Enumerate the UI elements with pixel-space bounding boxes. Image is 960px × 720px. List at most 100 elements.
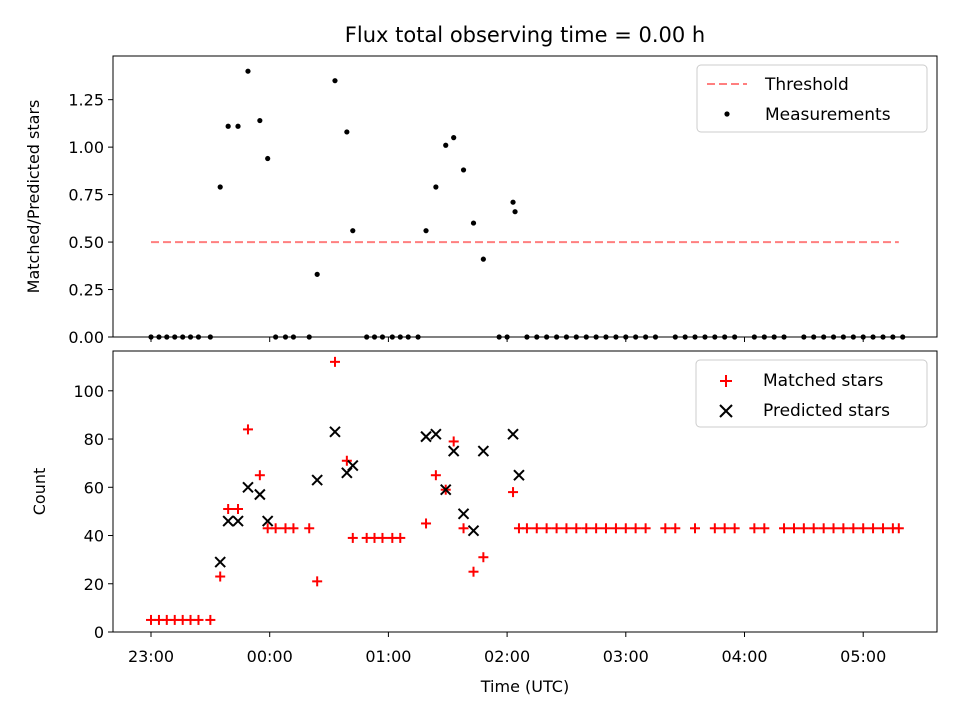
predicted-star-point bbox=[232, 515, 244, 527]
count-y-tick-label: 0 bbox=[94, 623, 104, 642]
matched-star-point bbox=[660, 523, 671, 534]
measurement-point bbox=[314, 271, 320, 277]
measurement-point bbox=[433, 184, 439, 190]
predicted-star-point bbox=[254, 488, 266, 501]
measurement-point bbox=[350, 228, 356, 234]
count-x-tick-label: 03:00 bbox=[603, 647, 649, 666]
matched-star-point bbox=[729, 523, 740, 534]
matched-star-point bbox=[531, 523, 542, 534]
predicted-star-point bbox=[447, 445, 460, 457]
matched-star-point bbox=[468, 566, 479, 577]
ratio-y-tick-label: 0.75 bbox=[68, 186, 104, 205]
count-x-tick-label: 04:00 bbox=[721, 647, 767, 666]
count-axes-frame bbox=[112, 350, 938, 633]
matched-star-point bbox=[312, 576, 323, 587]
ratio-legend: Threshold Measurements bbox=[696, 64, 928, 133]
matched-star-point bbox=[223, 503, 234, 514]
count-y-tick-label: 100 bbox=[73, 382, 104, 401]
matched-star-point bbox=[779, 523, 790, 534]
matched-star-point bbox=[242, 424, 253, 435]
measurement-point bbox=[451, 135, 457, 141]
count-panel: 0 20 40 60 80 100 23:00 00:00 01:00 02:00 03:00 04:… bbox=[30, 350, 938, 696]
matched-star-point bbox=[430, 470, 441, 481]
count-y-tick-label: 80 bbox=[84, 430, 104, 449]
matched-star-point bbox=[878, 523, 889, 534]
ratio-y-tick-label: 1.00 bbox=[68, 138, 104, 157]
matched-star-point bbox=[254, 470, 265, 481]
measurement-point bbox=[460, 167, 467, 173]
predicted-star-point bbox=[329, 426, 341, 438]
measurement-point bbox=[245, 68, 251, 74]
legend-measurement-label: Measurements bbox=[765, 105, 891, 125]
legend-threshold-label: Threshold bbox=[764, 75, 849, 95]
predicted-star-point bbox=[214, 556, 226, 568]
matched-star-point bbox=[329, 356, 340, 367]
count-y-tick-label: 60 bbox=[84, 478, 104, 497]
measurement-point bbox=[235, 123, 241, 129]
measurement-point bbox=[344, 129, 350, 135]
matched-star-point bbox=[571, 523, 582, 534]
count-legend-box bbox=[695, 359, 928, 428]
predicted-star-point bbox=[513, 469, 525, 481]
matched-star-point bbox=[670, 523, 681, 534]
predicted-star-point bbox=[311, 474, 323, 486]
predicted-star-point bbox=[261, 515, 274, 527]
predicted-star-point bbox=[222, 515, 234, 527]
matched-star-point bbox=[395, 532, 406, 543]
legend-measurement-swatch bbox=[724, 111, 730, 117]
matched-star-point bbox=[690, 523, 701, 534]
count-x-tick-label: 00:00 bbox=[247, 647, 293, 666]
legend-matched-swatch bbox=[720, 375, 732, 387]
matched-star-point bbox=[719, 523, 730, 534]
predicted-star-point bbox=[347, 459, 359, 472]
matched-star-point bbox=[858, 523, 869, 534]
count-x-tick-label: 01:00 bbox=[365, 647, 411, 666]
measurement-point bbox=[510, 199, 516, 205]
measurement-point bbox=[217, 184, 223, 190]
matched-star-point bbox=[288, 523, 299, 534]
measurement-point bbox=[257, 117, 263, 124]
predicted-star-point bbox=[430, 428, 442, 440]
matched-star-point bbox=[377, 532, 388, 543]
count-y-label: Count bbox=[30, 468, 49, 516]
matched-star-point bbox=[508, 487, 519, 498]
matched-star-point bbox=[709, 523, 720, 534]
matched-star-point bbox=[828, 523, 839, 534]
count-x-tick-label: 23:00 bbox=[128, 647, 174, 666]
matched-star-point bbox=[838, 523, 849, 534]
matched-star-point bbox=[600, 523, 611, 534]
matched-star-point bbox=[347, 532, 358, 543]
count-legend: Matched stars Predicted stars bbox=[695, 359, 928, 428]
measurement-point bbox=[225, 123, 231, 129]
ratio-panel: 0.00 0.25 0.50 0.75 1.00 1.25 Matched/Predicte… bbox=[24, 55, 938, 347]
predicted-star-point bbox=[457, 508, 470, 520]
legend-predicted-swatch bbox=[719, 404, 733, 418]
matched-star-point bbox=[581, 523, 592, 534]
measurement-point bbox=[423, 228, 429, 234]
measurement-point bbox=[443, 142, 449, 148]
predicted-star-point bbox=[440, 483, 452, 496]
measurement-point bbox=[480, 256, 486, 262]
count-y-tick-label: 20 bbox=[84, 575, 104, 594]
matched-star-point bbox=[304, 523, 315, 534]
measurement-point bbox=[332, 78, 338, 84]
matched-star-point bbox=[193, 614, 204, 625]
matched-star-point bbox=[788, 523, 799, 534]
predicted-star-point bbox=[507, 428, 519, 440]
matched-star-point bbox=[630, 523, 641, 534]
matched-star-point bbox=[341, 455, 352, 466]
measurement-point bbox=[265, 155, 271, 162]
matched-star-point bbox=[893, 523, 904, 534]
matched-star-point bbox=[458, 523, 469, 534]
matched-star-point bbox=[215, 571, 226, 582]
matched-star-point bbox=[620, 523, 631, 534]
measurement-point bbox=[470, 220, 477, 226]
predicted-star-point bbox=[477, 445, 490, 457]
matched-star-point bbox=[478, 552, 489, 563]
figure-title: Flux total observing time = 0.00 h bbox=[345, 23, 705, 47]
matched-star-point bbox=[759, 523, 770, 534]
matched-star-point bbox=[205, 614, 216, 625]
matched-star-point bbox=[640, 523, 651, 534]
matched-star-point bbox=[591, 523, 602, 534]
